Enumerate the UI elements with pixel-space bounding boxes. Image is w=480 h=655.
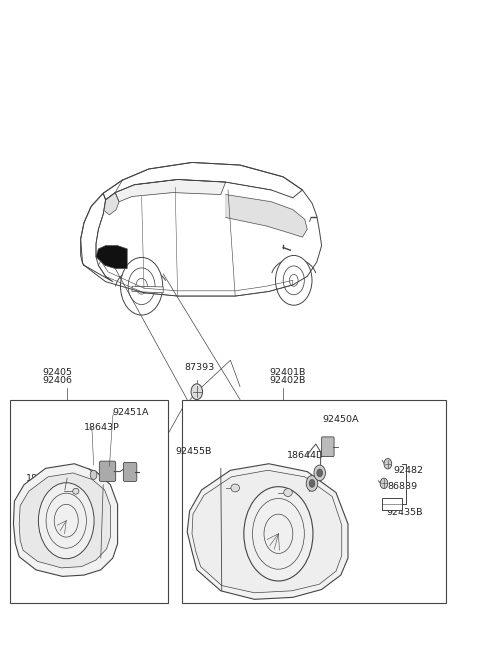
Ellipse shape (73, 489, 79, 494)
FancyBboxPatch shape (123, 462, 137, 481)
Circle shape (276, 255, 312, 305)
Circle shape (191, 384, 203, 400)
Text: 92455B: 92455B (175, 447, 212, 457)
Polygon shape (105, 193, 119, 215)
Text: 87393: 87393 (184, 363, 215, 372)
Text: 92406: 92406 (43, 376, 72, 385)
Circle shape (317, 469, 323, 477)
Polygon shape (96, 246, 127, 269)
Circle shape (244, 487, 313, 581)
Circle shape (384, 458, 392, 469)
Circle shape (38, 483, 94, 559)
Text: 18643P: 18643P (84, 422, 120, 432)
Circle shape (120, 257, 163, 315)
FancyBboxPatch shape (99, 461, 116, 481)
Polygon shape (115, 179, 226, 202)
Polygon shape (132, 286, 163, 293)
Text: 18644D: 18644D (287, 451, 324, 460)
Text: 92435B: 92435B (386, 508, 423, 517)
Circle shape (90, 470, 97, 479)
Polygon shape (192, 470, 342, 593)
Text: 92401B: 92401B (270, 367, 306, 377)
Ellipse shape (231, 484, 240, 492)
Polygon shape (13, 464, 118, 576)
Circle shape (314, 465, 325, 481)
Text: 18643D: 18643D (216, 479, 253, 488)
Bar (182, 400, 446, 603)
FancyBboxPatch shape (322, 437, 334, 457)
Bar (382, 498, 402, 510)
Polygon shape (81, 193, 113, 282)
Circle shape (306, 476, 318, 491)
Polygon shape (226, 195, 307, 237)
Text: 18644D: 18644D (26, 474, 64, 483)
Circle shape (380, 478, 388, 489)
Text: 18642G: 18642G (263, 485, 300, 494)
Text: 92402B: 92402B (270, 376, 306, 385)
Polygon shape (19, 473, 110, 568)
Polygon shape (187, 464, 348, 599)
Text: 92451A: 92451A (113, 408, 149, 417)
Bar (10, 400, 168, 603)
Circle shape (309, 479, 315, 487)
Text: 92450A: 92450A (323, 415, 359, 424)
Text: 86839: 86839 (388, 481, 418, 491)
Text: 92482: 92482 (394, 466, 423, 475)
Ellipse shape (284, 489, 292, 496)
Text: 92405: 92405 (43, 367, 72, 377)
